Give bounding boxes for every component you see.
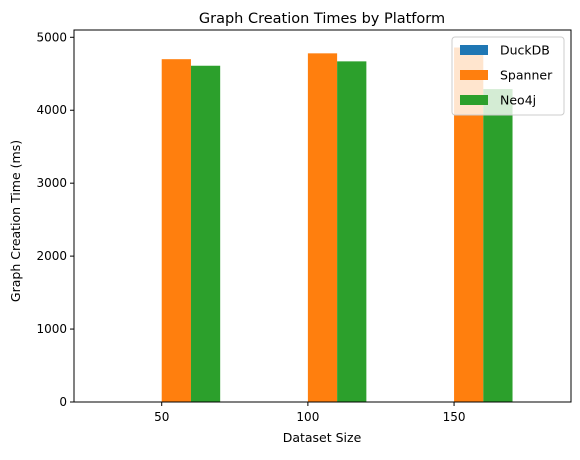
y-tick-label: 2000	[36, 249, 67, 263]
y-tick-label: 3000	[36, 176, 67, 190]
x-tick-label: 100	[296, 410, 319, 424]
ticks-layer: 0 1000 2000 3000 4000 5000 50 100 150	[36, 30, 465, 424]
bar-neo4j-50	[190, 65, 221, 403]
bar-neo4j-150	[483, 89, 513, 402]
bar-spanner-100	[307, 53, 338, 403]
bars-layer	[161, 47, 513, 403]
legend-label-spanner: Spanner	[500, 68, 553, 83]
axes-layer	[73, 29, 572, 403]
y-axis-label: Graph Creation Time (ms)	[8, 140, 23, 302]
legend: DuckDB Spanner Neo4j	[451, 36, 565, 116]
legend-swatch-duckdb	[460, 45, 488, 55]
bar-neo4j-100	[337, 61, 367, 403]
chart-title: Graph Creation Times by Platform	[199, 11, 445, 27]
y-tick-label: 1000	[36, 322, 67, 336]
x-axis-label: Dataset Size	[283, 430, 362, 445]
x-tick-label: 150	[443, 410, 466, 424]
legend-label-neo4j: Neo4j	[500, 93, 536, 108]
plot-frame	[73, 29, 572, 403]
y-tick-label: 0	[59, 395, 67, 409]
bar-spanner-50	[161, 59, 191, 403]
y-tick-label: 4000	[36, 103, 67, 117]
x-tick-label: 50	[154, 410, 169, 424]
legend-swatch-neo4j	[460, 95, 488, 105]
legend-label-duckdb: DuckDB	[500, 43, 550, 58]
y-tick-label: 5000	[36, 30, 67, 44]
legend-swatch-spanner	[460, 70, 488, 80]
